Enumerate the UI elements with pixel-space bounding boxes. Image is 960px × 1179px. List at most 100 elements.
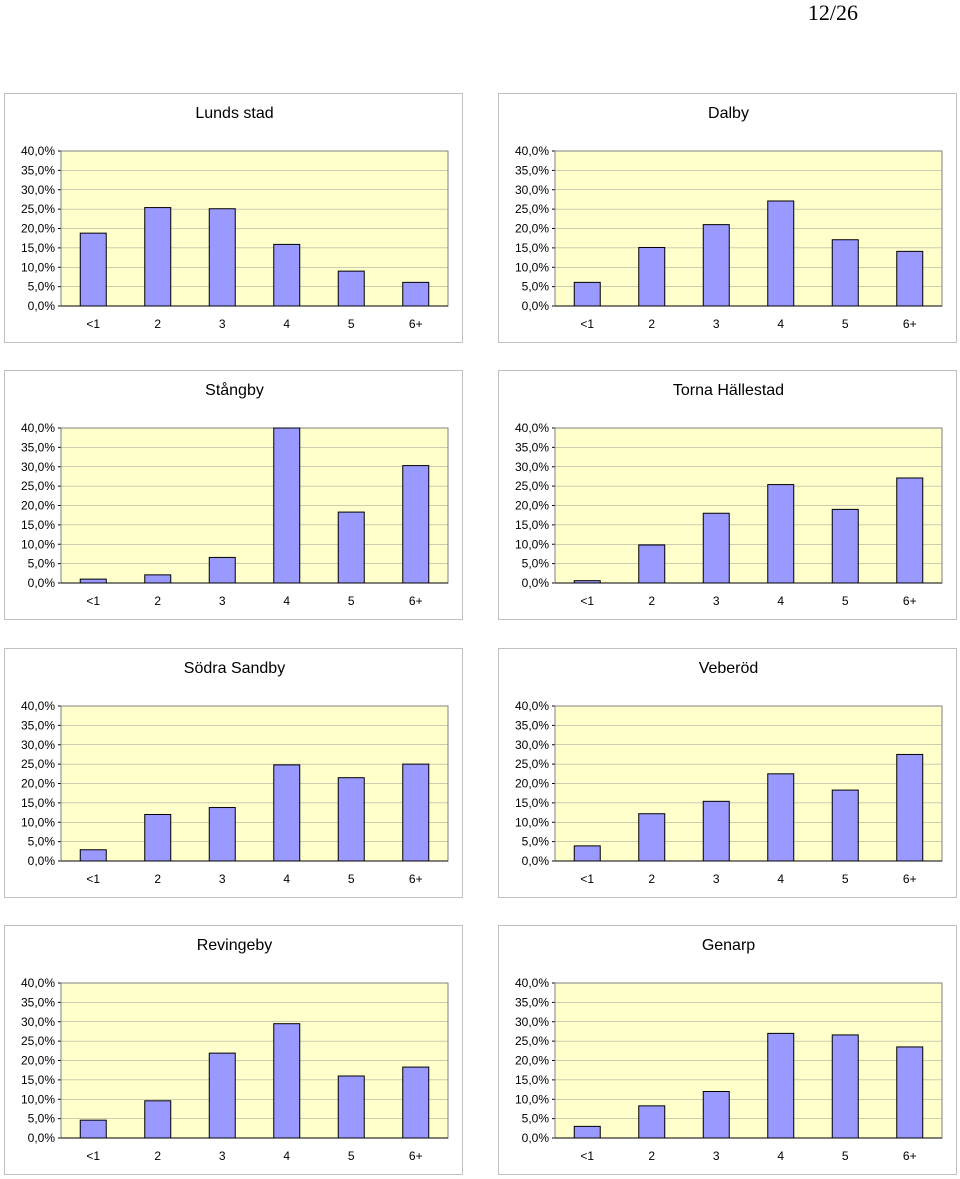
y-tick-label: 40,0% xyxy=(515,976,549,990)
y-tick-label: 25,0% xyxy=(21,202,55,216)
bar xyxy=(273,1023,301,1139)
y-tick-label: 35,0% xyxy=(21,163,55,177)
x-tick-label: 3 xyxy=(713,594,720,608)
y-tick-label: 20,0% xyxy=(21,777,55,791)
y-tick-label: 15,0% xyxy=(515,518,549,532)
bar xyxy=(208,556,236,584)
y-tick-label: 35,0% xyxy=(21,718,55,732)
bar xyxy=(337,511,365,584)
x-tick-label: 3 xyxy=(713,1149,720,1163)
page-number: 12/26 xyxy=(807,0,858,25)
bar xyxy=(337,777,365,862)
x-tick-label: 6+ xyxy=(903,872,917,886)
y-tick-label: 10,0% xyxy=(515,260,549,274)
y-tick-label: 5,0% xyxy=(28,1112,56,1126)
bar xyxy=(402,763,430,862)
y-tick-label: 0,0% xyxy=(28,299,56,313)
bar xyxy=(767,484,795,584)
bar xyxy=(831,239,859,307)
y-tick-label: 15,0% xyxy=(515,796,549,810)
y-tick-label: 35,0% xyxy=(21,440,55,454)
x-tick-label: 3 xyxy=(219,317,226,331)
y-tick-label: 35,0% xyxy=(21,995,55,1009)
y-tick-label: 25,0% xyxy=(515,757,549,771)
y-tick-label: 25,0% xyxy=(515,202,549,216)
y-tick-label: 5,0% xyxy=(522,557,550,571)
y-tick-label: 30,0% xyxy=(21,183,55,197)
y-tick-label: 10,0% xyxy=(21,537,55,551)
bar xyxy=(402,465,430,584)
y-tick-label: 20,0% xyxy=(515,777,549,791)
x-tick-label: 5 xyxy=(348,594,355,608)
bar xyxy=(402,1066,430,1139)
y-tick-label: 35,0% xyxy=(515,718,549,732)
bar xyxy=(831,1034,859,1139)
x-tick-label: 3 xyxy=(713,317,720,331)
y-tick-label: 0,0% xyxy=(522,299,550,313)
bar xyxy=(144,574,172,584)
y-tick-label: 30,0% xyxy=(515,183,549,197)
x-tick-label: 5 xyxy=(348,317,355,331)
x-tick-label: 3 xyxy=(219,872,226,886)
y-tick-label: 0,0% xyxy=(28,576,56,590)
bar xyxy=(896,1046,924,1139)
bar xyxy=(896,477,924,584)
x-tick-label: 5 xyxy=(348,1149,355,1163)
bar xyxy=(273,764,301,862)
chart-title: Revingeby xyxy=(197,937,273,954)
bar xyxy=(273,427,301,584)
x-tick-label: 2 xyxy=(154,1149,161,1163)
bar xyxy=(702,800,730,862)
y-tick-label: 40,0% xyxy=(21,144,55,158)
x-tick-label: <1 xyxy=(580,594,594,608)
y-tick-label: 30,0% xyxy=(515,460,549,474)
y-tick-label: 5,0% xyxy=(28,280,56,294)
x-tick-label: 5 xyxy=(842,594,849,608)
y-tick-label: 15,0% xyxy=(21,796,55,810)
bar xyxy=(831,789,859,862)
y-tick-label: 5,0% xyxy=(28,557,56,571)
chart-panel-veberod: Veberöd 0,0% 5,0% 10,0% 15,0% 20,0% 25,0% 30,0%… xyxy=(498,648,957,898)
bar xyxy=(573,281,601,307)
bar xyxy=(79,1119,107,1139)
bar xyxy=(638,813,666,862)
y-tick-label: 20,0% xyxy=(515,499,549,513)
y-tick-label: 30,0% xyxy=(21,460,55,474)
y-tick-label: 20,0% xyxy=(21,1054,55,1068)
x-tick-label: 4 xyxy=(283,1149,290,1163)
x-tick-label: 6+ xyxy=(903,594,917,608)
x-tick-label: 4 xyxy=(283,872,290,886)
bar xyxy=(638,246,666,307)
bar-chart: Södra Sandby 0,0% 5,0% 10,0% 15,0% 20,0% 25,0%… xyxy=(21,660,449,886)
x-tick-label: 2 xyxy=(648,1149,655,1163)
bar-chart: Lunds stad 0,0% 5,0% 10,0% 15,0% 20,0% 25,0% 30… xyxy=(21,105,449,331)
y-tick-label: 30,0% xyxy=(21,1015,55,1029)
bar xyxy=(767,773,795,862)
chart-panel-stangby: Stångby 0,0% 5,0% 10,0% 15,0% 20,0% 25,0% 30,0%… xyxy=(4,370,463,620)
y-tick-label: 0,0% xyxy=(522,1131,550,1145)
x-tick-label: 2 xyxy=(154,594,161,608)
y-tick-label: 10,0% xyxy=(515,815,549,829)
bar xyxy=(767,200,795,307)
y-tick-label: 40,0% xyxy=(515,144,549,158)
bar xyxy=(79,578,107,584)
y-tick-label: 35,0% xyxy=(515,440,549,454)
y-tick-label: 35,0% xyxy=(515,995,549,1009)
x-tick-label: <1 xyxy=(86,872,100,886)
y-tick-label: 25,0% xyxy=(515,1034,549,1048)
bar xyxy=(79,849,107,862)
y-tick-label: 0,0% xyxy=(522,854,550,868)
x-tick-label: 6+ xyxy=(903,1149,917,1163)
y-tick-label: 25,0% xyxy=(21,1034,55,1048)
bar xyxy=(638,544,666,584)
y-tick-label: 15,0% xyxy=(21,518,55,532)
x-tick-label: <1 xyxy=(580,1149,594,1163)
bar xyxy=(208,208,236,307)
chart-title: Stångby xyxy=(205,381,264,399)
y-tick-label: 0,0% xyxy=(28,854,56,868)
y-tick-label: 30,0% xyxy=(515,738,549,752)
bar xyxy=(144,814,172,862)
x-tick-label: <1 xyxy=(580,872,594,886)
x-tick-label: 4 xyxy=(777,317,784,331)
y-tick-label: 40,0% xyxy=(515,421,549,435)
